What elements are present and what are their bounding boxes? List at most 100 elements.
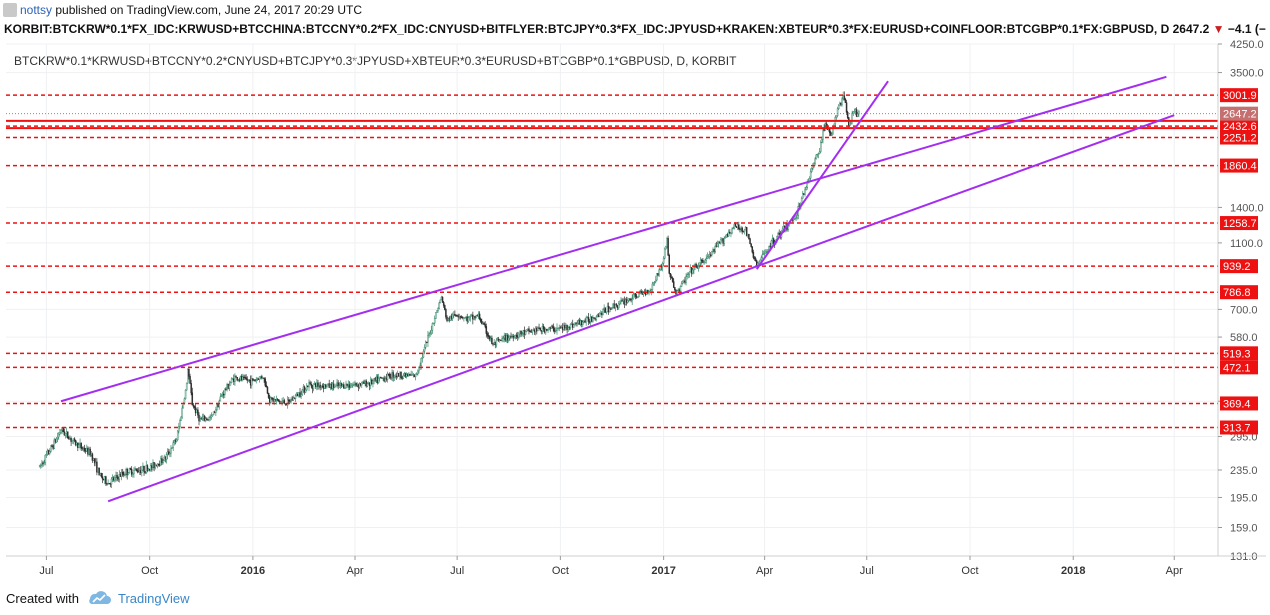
candle-body	[647, 290, 649, 294]
candle-body	[724, 236, 727, 239]
candle-body	[55, 438, 58, 443]
candle-body	[176, 430, 179, 441]
candle-body	[400, 371, 402, 378]
candle-body	[252, 378, 254, 380]
candle-body	[750, 243, 752, 247]
author-name[interactable]: nottsy	[20, 3, 53, 17]
candle-body	[295, 393, 298, 396]
candle-body	[253, 379, 255, 381]
candle-body	[502, 337, 504, 340]
candle-body	[421, 356, 424, 359]
candle-body	[412, 374, 415, 376]
candle-body	[420, 357, 422, 367]
trendline-steep-support[interactable]	[755, 80, 889, 270]
candle-body	[363, 381, 365, 384]
candle-body	[628, 298, 630, 301]
candle-body	[571, 323, 574, 328]
candle-body	[598, 312, 601, 317]
symbol-expression: KORBIT:BTCKRW*0.1*FX_IDC:KRWUSD+BTCCHINA…	[4, 22, 1170, 36]
candle-body	[441, 296, 444, 303]
candle-body	[390, 377, 392, 379]
candle-body	[633, 293, 636, 295]
candle-body	[557, 327, 559, 329]
footer: Created with TradingView	[0, 584, 1270, 615]
candle-body	[809, 171, 812, 179]
candle-body	[283, 400, 286, 404]
level-tag	[1220, 285, 1258, 300]
candle-body	[594, 317, 596, 320]
candle-body	[220, 395, 223, 398]
candle-body	[650, 289, 653, 292]
candle-body	[119, 474, 122, 477]
candle-body	[408, 373, 410, 376]
candle-body	[688, 271, 691, 275]
tradingview-brand[interactable]: TradingView	[118, 591, 190, 606]
candle-body	[696, 266, 699, 269]
x-axis[interactable]: Jul Oct 2016 Apr Jul Oct 2017 Apr Jul Oct 2018 Apr	[6, 555, 1266, 577]
price-chart[interactable]: BTCKRW*0.1*KRWUSD+BTCCNY*0.2*CNYUSD+BTCJ…	[0, 40, 1270, 584]
candle-body	[839, 102, 841, 106]
candle-body	[669, 273, 672, 278]
candle-body	[352, 384, 354, 386]
candle-body	[78, 444, 80, 448]
candle-body	[589, 316, 592, 322]
candle-body	[385, 377, 388, 380]
candle-body	[293, 397, 296, 399]
x-tick-label: 2018	[1061, 565, 1085, 577]
candle-body	[329, 384, 332, 388]
candle-body	[201, 418, 204, 420]
candle-body	[139, 470, 142, 473]
candle-body	[508, 337, 510, 341]
candle-body	[555, 329, 557, 332]
trendline-upper-channel[interactable]	[60, 75, 1167, 403]
candle-body	[272, 397, 274, 402]
author-avatar[interactable]	[3, 3, 17, 17]
trendline-lower-channel[interactable]	[107, 114, 1175, 503]
candle-body	[583, 320, 585, 323]
candle-body	[637, 296, 639, 298]
candle-body	[536, 327, 538, 331]
candle-body	[634, 293, 637, 297]
candle-body	[334, 385, 336, 388]
candle-body	[104, 476, 106, 480]
candle-body	[210, 415, 213, 418]
candle-body	[626, 300, 629, 303]
candle-body	[559, 327, 562, 329]
candle-body	[532, 329, 535, 331]
candle-body	[851, 112, 853, 121]
candle-body	[274, 398, 277, 401]
candle-body	[343, 384, 345, 389]
candle-body	[290, 399, 292, 403]
candle-body	[157, 463, 160, 465]
candle-body	[409, 373, 411, 376]
candle-body	[680, 283, 683, 287]
candle-body	[348, 384, 351, 388]
candle-body	[793, 218, 795, 220]
candle-body	[843, 95, 846, 100]
candle-body	[831, 133, 833, 136]
candle-body	[158, 463, 161, 466]
candle-body	[282, 400, 284, 402]
candle-body	[619, 301, 621, 304]
tradingview-cloud-icon[interactable]	[86, 590, 112, 606]
candle-body	[614, 304, 617, 309]
candle-body	[54, 439, 57, 443]
candle-body	[345, 383, 347, 389]
candle-body	[91, 453, 94, 461]
candle-body	[378, 376, 381, 379]
price-change: −4.1 (−0.1	[1227, 22, 1266, 36]
trendlines	[60, 75, 1175, 503]
candle-body	[560, 326, 563, 329]
candle-body	[297, 393, 299, 397]
candle-body	[216, 404, 218, 410]
y-tick-label: 195.0	[1230, 492, 1258, 504]
candle-body	[464, 317, 466, 319]
level-tag	[1220, 216, 1258, 231]
candle-body	[692, 269, 694, 274]
candle-body	[720, 239, 722, 244]
candle-body	[733, 223, 736, 229]
candle-body	[752, 251, 755, 258]
candle-body	[302, 386, 305, 391]
candle-body	[836, 108, 839, 116]
candle-body	[298, 392, 300, 397]
